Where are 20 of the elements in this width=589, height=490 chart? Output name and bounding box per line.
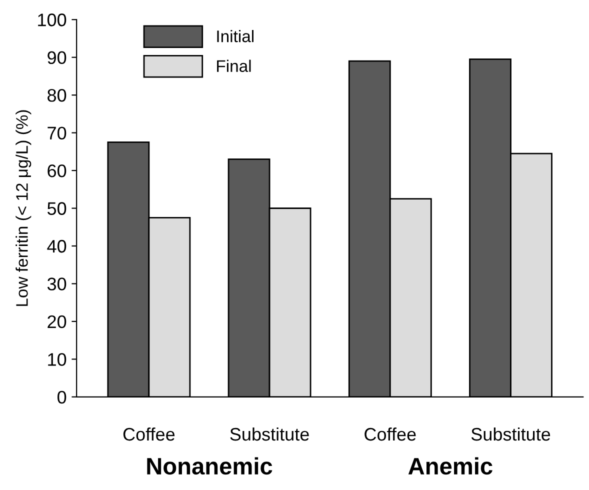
legend-label: Final [217,60,251,72]
x-tick-label: Substitute [471,427,550,441]
y-tick-label: 90 [48,51,66,64]
x-tick-label: Substitute [230,427,309,441]
y-tick-label: 40 [47,240,66,253]
y-axis-title: Low ferritin (< 12 μg/L) (%) [16,110,32,306]
y-tick-label: 100 [38,14,66,26]
y-tick-label: 50 [47,202,66,215]
y-tick-label: 0 [58,390,66,404]
y-tick-label: 30 [47,278,66,290]
text: Nonanemic [147,457,272,475]
y-tick-label: 10 [48,353,66,366]
y-tick-label: 70 [48,126,66,140]
legend-label: Initial [217,30,254,42]
x-tick-label: Coffee [364,427,416,441]
y-tick-label: 80 [48,88,66,102]
text: Anemic [408,457,492,475]
x-tick-label: Coffee [123,427,175,441]
y-tick-label: 20 [48,315,66,328]
y-tick-label: 60 [48,164,66,178]
